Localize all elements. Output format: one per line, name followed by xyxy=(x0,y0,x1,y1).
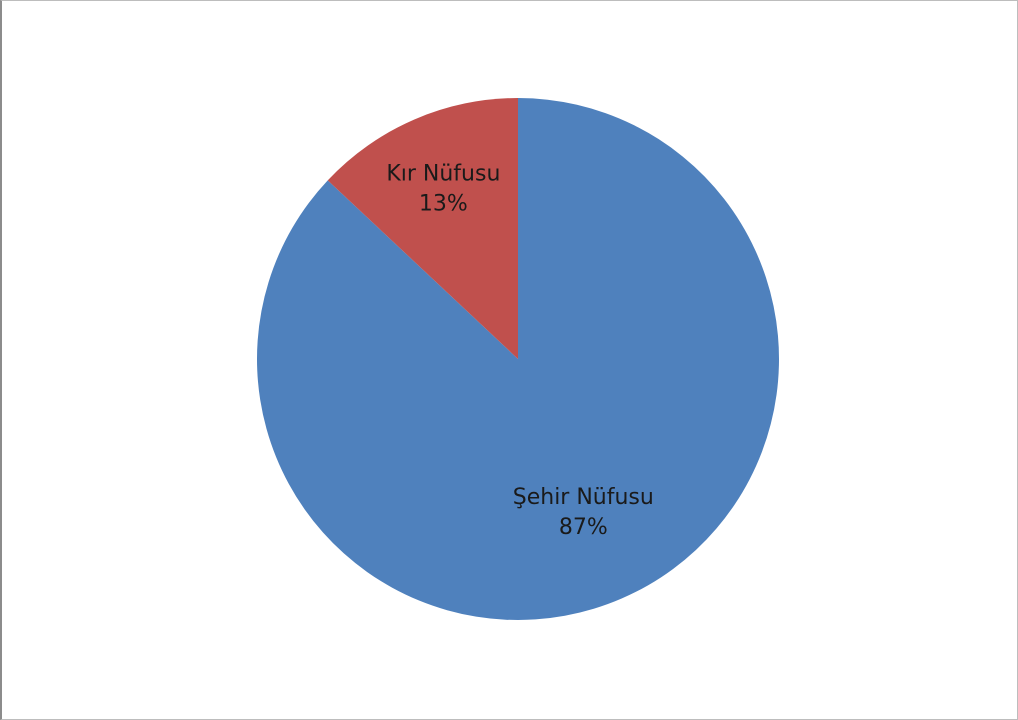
slice-percent-label: 87% xyxy=(559,515,608,540)
slice-category-label: Kır Nüfusu xyxy=(386,162,500,187)
slice-category-label: Şehir Nüfusu xyxy=(513,485,654,510)
pie-slice-2 xyxy=(327,98,518,359)
slice-percent-label: 13% xyxy=(419,192,468,217)
